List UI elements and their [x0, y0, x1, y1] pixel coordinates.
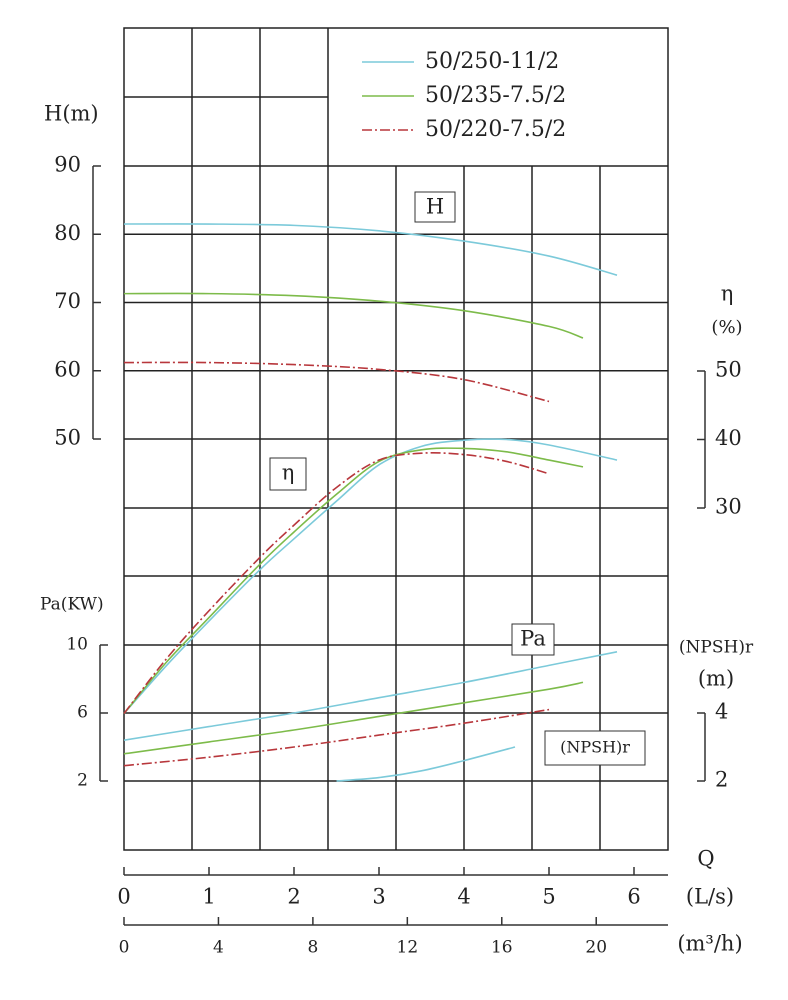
- label-box: [414, 191, 456, 223]
- y-tick-label: 70: [54, 289, 81, 313]
- curve-h: [123, 223, 618, 276]
- label-box: [544, 730, 646, 766]
- x-tick-label: 0: [117, 885, 130, 909]
- eta-axis-label: η: [721, 282, 734, 306]
- curve-label-h: H: [426, 195, 444, 219]
- y-tick-label: 2: [77, 771, 88, 791]
- label-box: [511, 623, 555, 656]
- x-tick-label: 12: [397, 938, 419, 958]
- curve-eta: [123, 447, 584, 715]
- y-tick-label: 90: [54, 153, 81, 177]
- x-tick-label: 4: [457, 885, 470, 909]
- x-tick-label: 16: [491, 938, 513, 958]
- curve-eta: [123, 438, 618, 715]
- curve-h: [123, 361, 550, 403]
- y-tick-label: 40: [715, 426, 742, 450]
- y-tick-label: 2: [715, 768, 728, 792]
- y-tick-label: 80: [54, 221, 81, 245]
- q-axis-label: Q: [697, 847, 714, 871]
- curve-pa: [123, 681, 584, 755]
- curve-pa: [123, 651, 618, 741]
- curve-label-eta: η: [282, 461, 295, 485]
- legend-label: 50/250-11/2: [425, 49, 559, 74]
- h-axis-label: H(m): [44, 102, 99, 126]
- x-tick-label: 1: [202, 885, 215, 909]
- curve-npsh: [336, 746, 516, 782]
- curve-pa: [123, 708, 550, 767]
- npsh-axis-label: (NPSH)r: [679, 638, 754, 658]
- qh-axis-unit: (m³/h): [677, 932, 742, 956]
- y-tick-label: 6: [77, 703, 88, 723]
- curve-eta: [123, 452, 550, 714]
- q-axis-unit: (L/s): [686, 885, 734, 909]
- x-tick-label: 3: [372, 885, 385, 909]
- x-tick-label: 4: [213, 938, 224, 958]
- pa-axis-label: Pa(KW): [40, 595, 104, 615]
- y-tick-label: 30: [715, 495, 742, 519]
- curve-label-pa: Pa: [520, 627, 546, 651]
- legend-label: 50/235-7.5/2: [425, 83, 566, 108]
- x-tick-label: 8: [307, 938, 318, 958]
- curve-h: [123, 292, 584, 339]
- eta-axis-unit: (%): [711, 317, 742, 338]
- curve-label-npsh: (NPSH)r: [560, 738, 630, 757]
- x-tick-label: 0: [119, 938, 130, 958]
- npsh-axis-unit: (m): [698, 667, 734, 691]
- y-tick-label: 50: [715, 358, 742, 382]
- legend-label: 50/220-7.5/2: [425, 117, 566, 142]
- y-tick-label: 60: [54, 357, 81, 381]
- y-tick-label: 50: [54, 426, 81, 450]
- label-box: [269, 457, 307, 491]
- x-tick-label: 2: [287, 885, 300, 909]
- x-tick-label: 20: [585, 938, 607, 958]
- x-tick-label: 5: [542, 885, 555, 909]
- x-tick-label: 6: [627, 885, 640, 909]
- y-tick-label: 4: [715, 700, 728, 724]
- y-tick-label: 10: [66, 635, 88, 655]
